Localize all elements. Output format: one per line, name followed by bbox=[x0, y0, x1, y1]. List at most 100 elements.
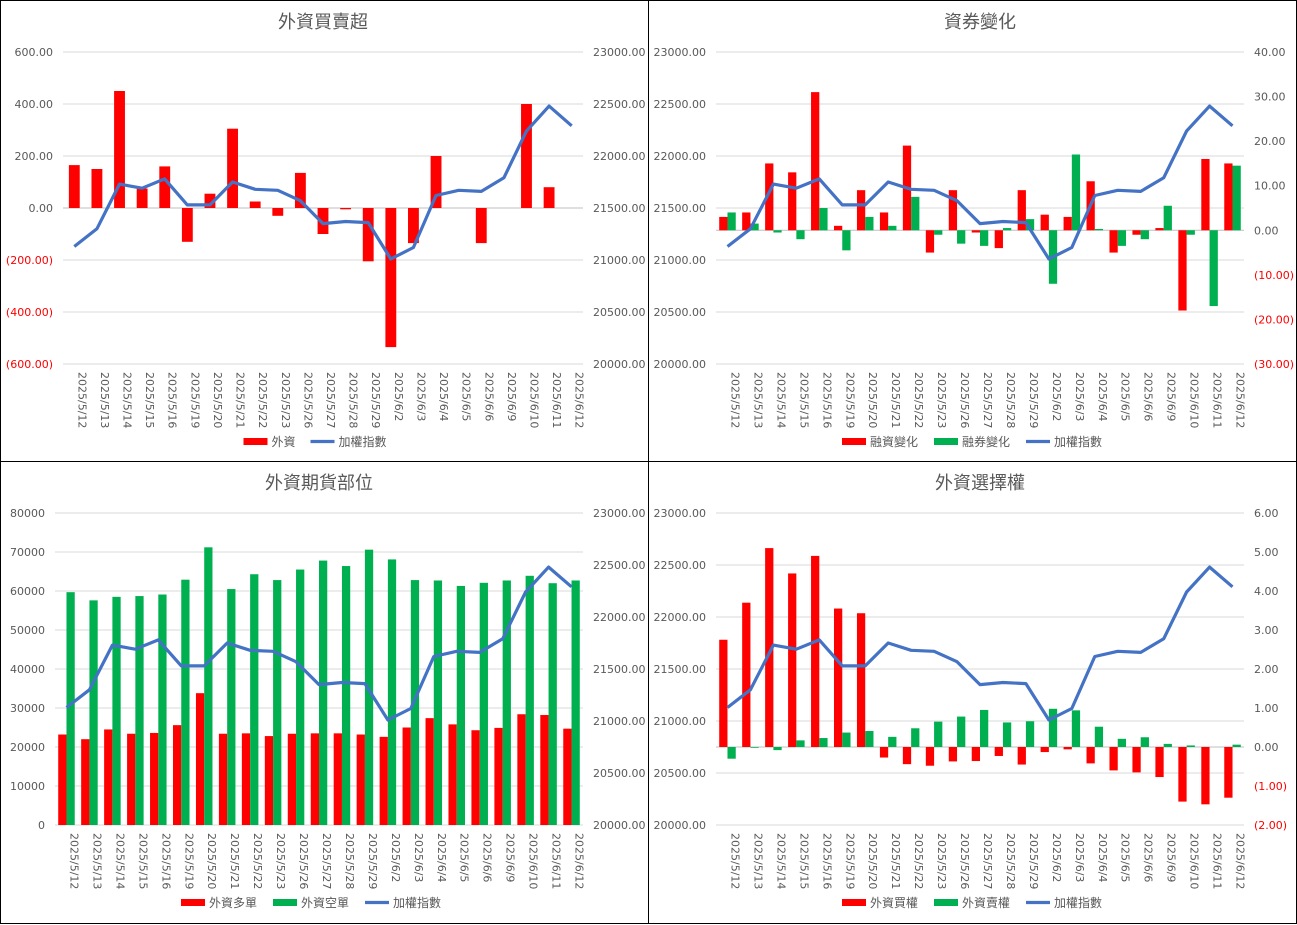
x-axis-tick-label: 2025/6/5 bbox=[1119, 833, 1132, 882]
x-axis-tick-label: 2025/5/26 bbox=[958, 833, 971, 889]
bar-外資多單 bbox=[402, 727, 411, 825]
legend-label: 外資空單 bbox=[301, 896, 349, 910]
legend-swatch bbox=[273, 899, 297, 906]
bar-外資空單 bbox=[227, 589, 236, 825]
bar-外資買權 bbox=[742, 602, 751, 747]
x-axis-tick-label: 2025/6/6 bbox=[481, 833, 494, 882]
x-axis-tick-label: 2025/5/23 bbox=[935, 833, 948, 889]
bar-外資賣權 bbox=[1025, 721, 1035, 747]
x-axis-tick-label: 2025/5/23 bbox=[274, 833, 287, 889]
bar-外資賣權 bbox=[1048, 708, 1058, 747]
bar-外資多單 bbox=[563, 728, 572, 825]
left-axis-tick-label: 21500.00 bbox=[654, 202, 707, 215]
legend-label: 外資多單 bbox=[209, 896, 257, 910]
right-axis-tick-label: (20.00) bbox=[1254, 313, 1294, 326]
bar-外資空單 bbox=[250, 574, 259, 825]
bar-外資買權 bbox=[1109, 747, 1118, 771]
left-axis-tick-label: 10000 bbox=[10, 780, 45, 793]
right-axis-tick-label: 5.00 bbox=[1254, 546, 1279, 559]
left-axis-tick-label: 0 bbox=[38, 819, 45, 832]
bar-外資買權 bbox=[1155, 747, 1164, 778]
bar-外資多單 bbox=[127, 733, 136, 825]
legend-swatch bbox=[181, 899, 205, 906]
bar-外資空單 bbox=[319, 560, 328, 825]
chart-title: 外資選擇權 bbox=[935, 473, 1025, 494]
x-axis-tick-label: 2025/5/13 bbox=[751, 372, 764, 428]
x-axis-tick-label: 2025/6/2 bbox=[389, 833, 402, 882]
x-axis-tick-label: 2025/5/16 bbox=[166, 372, 179, 428]
bar-外資 bbox=[227, 128, 238, 208]
x-axis-tick-label: 2025/5/22 bbox=[256, 372, 269, 428]
bar-外資多單 bbox=[195, 693, 205, 825]
bar-外資賣權 bbox=[865, 731, 874, 747]
bar-外資賣權 bbox=[1186, 745, 1195, 747]
bar-外資買權 bbox=[856, 613, 866, 747]
bar-融資變化 bbox=[788, 172, 797, 231]
x-axis-tick-label: 2025/5/13 bbox=[98, 372, 111, 428]
x-axis-tick-label: 2025/5/14 bbox=[774, 372, 787, 428]
x-axis-tick-label: 2025/6/2 bbox=[1050, 833, 1063, 882]
bar-外資買權 bbox=[811, 555, 820, 747]
x-axis-tick-label: 2025/5/20 bbox=[866, 372, 879, 428]
bar-外資買權 bbox=[1224, 747, 1233, 798]
x-axis-tick-label: 2025/5/21 bbox=[228, 833, 241, 889]
x-axis-tick-label: 2025/6/5 bbox=[460, 372, 473, 421]
bar-外資 bbox=[475, 208, 487, 244]
bar-外資賣權 bbox=[750, 747, 759, 748]
bar-外資多單 bbox=[218, 733, 228, 825]
bar-外資多單 bbox=[287, 733, 297, 825]
bar-外資空單 bbox=[525, 575, 534, 825]
bar-外資 bbox=[294, 172, 306, 208]
bar-融券變化 bbox=[911, 196, 920, 231]
x-axis-tick-label: 2025/6/10 bbox=[1188, 833, 1201, 889]
index-line bbox=[726, 104, 1234, 261]
x-axis-tick-label: 2025/6/9 bbox=[504, 833, 517, 882]
bar-外資空單 bbox=[66, 592, 75, 825]
right-axis-tick-label: 4.00 bbox=[1254, 585, 1279, 598]
x-axis-tick-label: 2025/5/29 bbox=[366, 833, 379, 889]
bar-外資 bbox=[249, 201, 261, 208]
bar-外資空單 bbox=[433, 580, 443, 825]
x-axis-tick-label: 2025/5/19 bbox=[182, 833, 195, 889]
left-axis-tick-label: (600.00) bbox=[6, 358, 53, 371]
bar-外資空單 bbox=[273, 580, 282, 825]
bar-外資買權 bbox=[1201, 747, 1210, 805]
bar-外資多單 bbox=[425, 718, 434, 825]
x-axis-tick-label: 2025/5/13 bbox=[90, 833, 103, 889]
index-line bbox=[726, 565, 1234, 722]
bar-外資買權 bbox=[902, 747, 912, 765]
left-axis-tick-label: 0.00 bbox=[29, 202, 54, 215]
x-axis-tick-label: 2025/6/6 bbox=[482, 372, 495, 421]
x-axis-tick-label: 2025/5/20 bbox=[866, 833, 879, 889]
bar-外資賣權 bbox=[1002, 722, 1012, 747]
bar-外資買權 bbox=[719, 639, 728, 747]
bar-外資買權 bbox=[788, 573, 797, 747]
bar-融資變化 bbox=[1109, 230, 1118, 253]
x-axis-tick-label: 2025/6/9 bbox=[505, 372, 518, 421]
left-axis-tick-label: 23000.00 bbox=[654, 46, 707, 59]
legend-label: 外資買權 bbox=[870, 896, 918, 910]
bar-外資買權 bbox=[1040, 747, 1049, 753]
bar-融資變化 bbox=[971, 230, 980, 233]
x-axis-tick-label: 2025/6/2 bbox=[1050, 372, 1063, 421]
x-axis-tick-label: 2025/6/6 bbox=[1142, 833, 1155, 882]
bar-融資變化 bbox=[948, 190, 958, 231]
bar-外資多單 bbox=[264, 736, 274, 825]
left-axis-tick-label: 20000.00 bbox=[654, 358, 707, 371]
bar-外資 bbox=[181, 208, 193, 242]
bar-融資變化 bbox=[1132, 230, 1141, 235]
bar-外資買權 bbox=[994, 747, 1003, 756]
bar-融資變化 bbox=[1178, 230, 1187, 311]
bar-外資空單 bbox=[296, 569, 305, 825]
right-axis-tick-label: (30.00) bbox=[1254, 358, 1294, 371]
bar-外資多單 bbox=[471, 730, 480, 825]
left-axis-tick-label: 22000.00 bbox=[654, 150, 707, 163]
x-axis-tick-label: 2025/5/28 bbox=[347, 372, 360, 428]
bar-外資 bbox=[204, 193, 216, 208]
bar-融券變化 bbox=[1094, 228, 1104, 231]
bar-外資多單 bbox=[172, 725, 182, 825]
right-axis-tick-label: 20.00 bbox=[1254, 135, 1286, 148]
x-axis-tick-label: 2025/6/4 bbox=[437, 372, 450, 421]
legend-swatch bbox=[842, 438, 866, 445]
bar-融券變化 bbox=[1071, 154, 1081, 231]
